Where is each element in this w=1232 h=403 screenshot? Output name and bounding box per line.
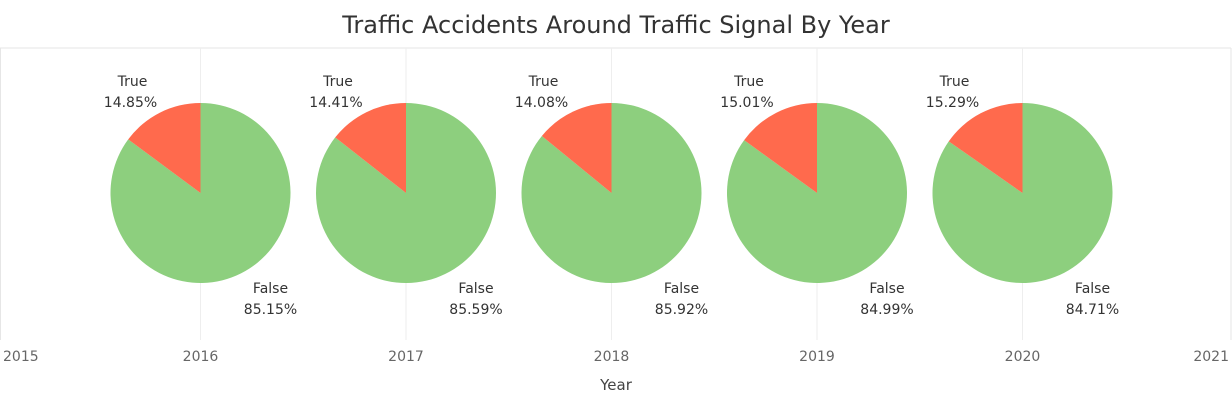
pie-slice-true xyxy=(948,103,1023,193)
label-true-category: True xyxy=(939,74,970,90)
label-false-category: False xyxy=(458,281,493,297)
pie-2016: True 14.85% False 85.15% xyxy=(104,74,297,318)
label-true-category: True xyxy=(733,74,764,90)
label-true-category: True xyxy=(528,74,559,90)
label-false-category: False xyxy=(869,281,904,297)
pie-slice-true xyxy=(128,103,201,193)
x-tick-label: 2020 xyxy=(1005,349,1041,365)
pie-2017: True 14.41% False 85.59% xyxy=(309,74,502,318)
pie-slice-true xyxy=(744,103,817,193)
label-true-value: 14.41% xyxy=(309,95,362,111)
pie-2019: True 15.01% False 84.99% xyxy=(720,74,913,318)
pie-slice-false xyxy=(316,103,497,284)
x-axis-ticks: 2015 2016 2017 2018 2019 2020 2021 xyxy=(3,349,1229,365)
label-true-value: 14.85% xyxy=(104,95,157,111)
pie-2020: True 15.29% False 84.71% xyxy=(926,74,1119,318)
label-true-category: True xyxy=(117,74,148,90)
label-false-value: 85.15% xyxy=(244,302,297,318)
label-false-value: 84.99% xyxy=(860,302,913,318)
label-false-category: False xyxy=(253,281,288,297)
pie-slice-true xyxy=(541,103,612,193)
chart-title: Traffic Accidents Around Traffic Signal … xyxy=(341,11,890,39)
label-false-category: False xyxy=(1075,281,1110,297)
label-false-value: 85.59% xyxy=(449,302,502,318)
label-false-category: False xyxy=(664,281,699,297)
label-true-value: 15.29% xyxy=(926,95,979,111)
x-tick-label: 2017 xyxy=(388,349,424,365)
x-tick-label: 2019 xyxy=(799,349,835,365)
pie-group: True 14.85% False 85.15% True 14.41% False 85.5… xyxy=(104,74,1119,318)
pie-slice-false xyxy=(727,103,908,283)
label-false-value: 84.71% xyxy=(1066,302,1119,318)
label-false-value: 85.92% xyxy=(655,302,708,318)
pie-slice-true xyxy=(335,103,406,193)
x-tick-label: 2015 xyxy=(3,349,39,365)
label-true-value: 15.01% xyxy=(720,95,773,111)
x-tick-label: 2018 xyxy=(594,349,630,365)
x-tick-label: 2021 xyxy=(1193,349,1229,365)
x-tick-label: 2016 xyxy=(183,349,219,365)
x-axis-title: Year xyxy=(599,376,633,394)
label-true-value: 14.08% xyxy=(515,95,568,111)
pie-2018: True 14.08% False 85.92% xyxy=(515,74,708,318)
label-true-category: True xyxy=(322,74,353,90)
